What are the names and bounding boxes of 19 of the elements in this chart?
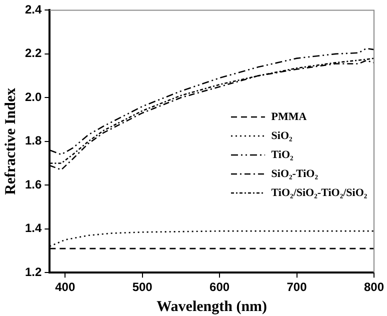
y-tick-label: 2.0	[24, 90, 42, 104]
y-tick-label: 1.8	[24, 134, 42, 148]
x-tick-label: 400	[55, 280, 76, 294]
x-tick-label: 500	[132, 280, 153, 294]
x-tick-label: 800	[364, 280, 384, 294]
y-tick-label: 1.2	[24, 264, 42, 279]
x-tick-label: 700	[286, 280, 308, 294]
legend-label: PMMA	[271, 110, 307, 123]
y-tick-label: 2.2	[24, 46, 42, 60]
y-axis-title: Refractive Index	[2, 87, 19, 195]
legend-label: SiO₂	[271, 130, 292, 142]
x-tick-label: 600	[210, 280, 230, 294]
x-axis-title: Wavelength (nm)	[156, 298, 268, 315]
y-tick-label: 2.4	[24, 2, 42, 17]
legend-label: SiO₂-TiO₂	[271, 168, 318, 180]
y-tick-label: 1.6	[24, 177, 42, 192]
y-tick-label: 1.4	[24, 221, 42, 236]
legend-label: TiO₂	[271, 148, 294, 161]
legend-label: TiO₂/SiO₂-TiO₂/SiO₂	[271, 186, 368, 199]
